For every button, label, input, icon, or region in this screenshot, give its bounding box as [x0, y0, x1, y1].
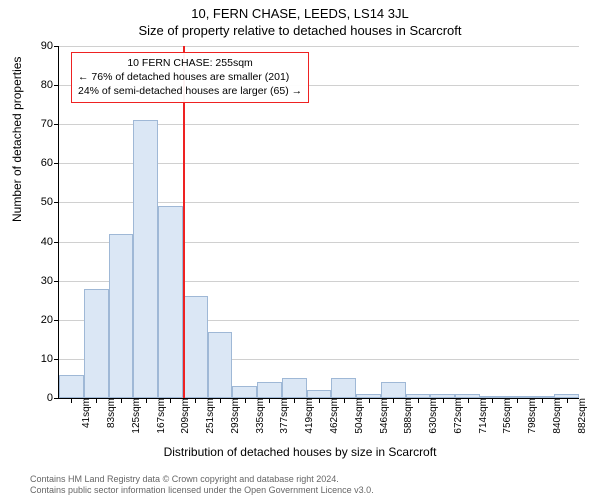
y-tick-label: 30	[41, 275, 59, 287]
x-tick-mark	[146, 398, 147, 403]
histogram-bar	[505, 396, 530, 398]
histogram-bar	[455, 394, 480, 398]
footer-line-1: Contains HM Land Registry data © Crown c…	[30, 474, 374, 485]
chart-title-sub: Size of property relative to detached ho…	[0, 21, 600, 38]
x-tick-label: 125sqm	[125, 398, 142, 434]
x-tick-label: 419sqm	[298, 398, 315, 434]
y-tick-label: 20	[41, 314, 59, 326]
x-tick-label: 630sqm	[422, 398, 439, 434]
x-tick-mark	[269, 398, 270, 403]
x-tick-label: 377sqm	[273, 398, 290, 434]
footer-attribution: Contains HM Land Registry data © Crown c…	[30, 474, 374, 497]
histogram-bar	[232, 386, 257, 398]
x-tick-mark	[468, 398, 469, 403]
x-tick-label: 588sqm	[397, 398, 414, 434]
x-tick-label: 251sqm	[199, 398, 216, 434]
x-tick-mark	[567, 398, 568, 403]
x-tick-label: 840sqm	[546, 398, 563, 434]
info-box: 10 FERN CHASE: 255sqm ← 76% of detached …	[71, 52, 309, 103]
x-tick-mark	[319, 398, 320, 403]
info-line-3: 24% of semi-detached houses are larger (…	[78, 84, 302, 98]
x-axis-label: Distribution of detached houses by size …	[0, 445, 600, 459]
grid-line	[59, 46, 579, 47]
x-tick-label: 504sqm	[348, 398, 365, 434]
y-tick-label: 40	[41, 236, 59, 248]
y-tick-label: 60	[41, 157, 59, 169]
histogram-bar	[257, 382, 282, 398]
x-tick-label: 167sqm	[150, 398, 167, 434]
histogram-bar	[133, 120, 158, 398]
y-axis-label: Number of detached properties	[10, 57, 24, 222]
x-tick-mark	[170, 398, 171, 403]
histogram-bar	[84, 289, 109, 399]
histogram-bar	[529, 396, 554, 398]
x-tick-mark	[71, 398, 72, 403]
histogram-bar	[183, 296, 208, 398]
histogram-bar	[307, 390, 332, 398]
y-tick-label: 70	[41, 118, 59, 130]
y-tick-label: 90	[41, 40, 59, 52]
histogram-bar	[158, 206, 183, 398]
y-tick-label: 0	[47, 392, 59, 404]
x-tick-label: 756sqm	[496, 398, 513, 434]
y-tick-label: 50	[41, 196, 59, 208]
histogram-bar	[59, 375, 84, 398]
histogram-bar	[480, 396, 505, 398]
x-tick-mark	[443, 398, 444, 403]
histogram-bar	[554, 394, 579, 398]
x-tick-label: 335sqm	[249, 398, 266, 434]
x-tick-mark	[542, 398, 543, 403]
x-tick-mark	[369, 398, 370, 403]
x-tick-mark	[393, 398, 394, 403]
x-tick-mark	[195, 398, 196, 403]
x-tick-mark	[492, 398, 493, 403]
info-line-1: 10 FERN CHASE: 255sqm	[78, 56, 302, 70]
histogram-bar	[109, 234, 134, 398]
x-tick-label: 83sqm	[100, 398, 117, 428]
histogram-bar	[381, 382, 406, 398]
y-tick-label: 10	[41, 353, 59, 365]
x-tick-label: 714sqm	[472, 398, 489, 434]
histogram-bar	[406, 394, 431, 398]
x-tick-mark	[418, 398, 419, 403]
x-tick-mark	[517, 398, 518, 403]
plot-area: 10 FERN CHASE: 255sqm ← 76% of detached …	[58, 46, 579, 399]
histogram-bar	[356, 394, 381, 398]
x-tick-mark	[344, 398, 345, 403]
info-line-2: ← 76% of detached houses are smaller (20…	[78, 70, 302, 84]
x-tick-mark	[96, 398, 97, 403]
histogram-bar	[208, 332, 233, 398]
x-tick-label: 672sqm	[447, 398, 464, 434]
footer-line-2: Contains public sector information licen…	[30, 485, 374, 496]
histogram-bar	[430, 394, 455, 398]
x-tick-label: 209sqm	[174, 398, 191, 434]
x-tick-mark	[245, 398, 246, 403]
x-tick-label: 798sqm	[521, 398, 538, 434]
chart-title-main: 10, FERN CHASE, LEEDS, LS14 3JL	[0, 0, 600, 21]
histogram-bar	[331, 378, 356, 398]
x-tick-label: 293sqm	[224, 398, 241, 434]
x-tick-label: 41sqm	[75, 398, 92, 428]
x-tick-label: 882sqm	[571, 398, 588, 434]
histogram-bar	[282, 378, 307, 398]
x-tick-mark	[220, 398, 221, 403]
x-tick-label: 546sqm	[373, 398, 390, 434]
y-tick-label: 80	[41, 79, 59, 91]
x-tick-label: 462sqm	[323, 398, 340, 434]
x-tick-mark	[294, 398, 295, 403]
x-tick-mark	[121, 398, 122, 403]
